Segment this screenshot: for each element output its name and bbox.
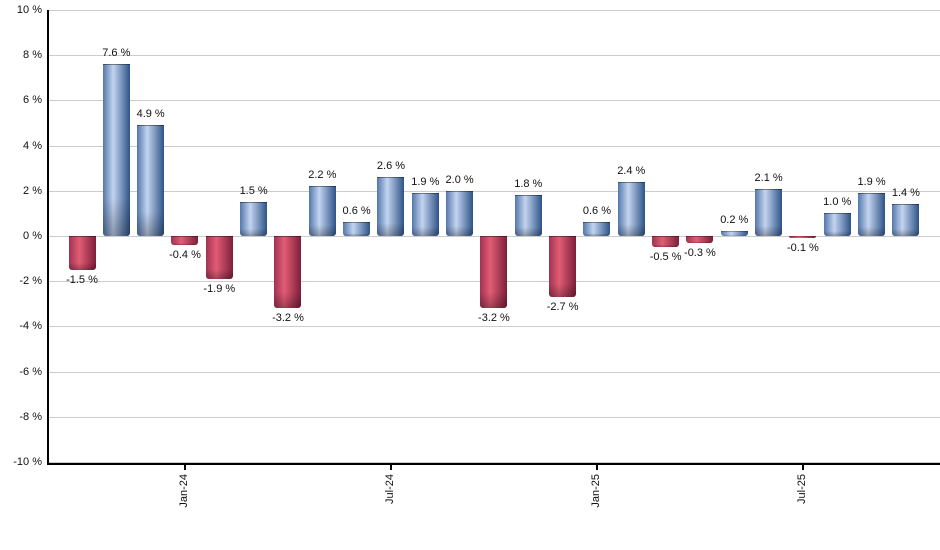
- gridline: [48, 417, 940, 418]
- x-axis-line: [47, 463, 940, 465]
- gridline: [48, 462, 940, 463]
- bar-value-label: 1.0 %: [823, 196, 852, 209]
- y-tick-label: 0 %: [23, 230, 42, 242]
- bar[interactable]: [274, 236, 302, 309]
- bar[interactable]: [789, 236, 817, 239]
- x-tick-mark: [595, 463, 598, 470]
- bar-value-label: -1.9 %: [203, 282, 236, 295]
- bar-value-label: 1.5 %: [239, 185, 268, 198]
- bar-value-label: -0.1 %: [787, 242, 819, 255]
- y-tick-label: 4 %: [23, 140, 42, 152]
- bar[interactable]: [755, 188, 783, 236]
- bar[interactable]: [823, 213, 851, 236]
- bar-value-label: 0.6 %: [582, 205, 611, 218]
- bar-value-label: 7.6 %: [102, 47, 131, 60]
- bar-value-label: -2.7 %: [546, 301, 579, 314]
- bar[interactable]: [652, 236, 680, 248]
- bar-value-label: 2.1 %: [754, 171, 783, 184]
- y-axis-line: [47, 10, 49, 465]
- bar[interactable]: [514, 195, 542, 236]
- y-tick-label: -10 %: [13, 456, 42, 468]
- bar-value-label: 1.4 %: [891, 187, 920, 200]
- bar[interactable]: [411, 193, 439, 236]
- bar-value-label: -3.2 %: [272, 312, 304, 325]
- x-tick-label: Jan-25: [589, 474, 602, 508]
- bar-value-label: 4.9 %: [136, 108, 165, 121]
- gridline: [48, 146, 940, 147]
- bar-value-label: 1.8 %: [514, 178, 543, 191]
- bar[interactable]: [583, 222, 611, 236]
- bar-value-label: 2.2 %: [308, 169, 337, 182]
- x-tick-mark: [801, 463, 804, 470]
- gridline: [48, 100, 940, 101]
- x-tick-label: Jul-25: [795, 474, 808, 504]
- bar-value-label: -1.5 %: [66, 273, 98, 286]
- bar-value-label: 1.9 %: [857, 176, 886, 189]
- bar-value-label: -0.5 %: [649, 251, 682, 264]
- y-tick-label: -8 %: [19, 411, 42, 423]
- bar[interactable]: [308, 186, 336, 236]
- y-tick-label: -6 %: [19, 366, 42, 378]
- bar[interactable]: [240, 202, 268, 236]
- y-tick-label: 6 %: [23, 94, 42, 106]
- bar-value-label: 0.6 %: [342, 205, 371, 218]
- bar[interactable]: [343, 222, 371, 236]
- bar-value-label: -0.4 %: [169, 249, 201, 262]
- bar[interactable]: [137, 125, 165, 236]
- bar-value-label: 2.6 %: [376, 160, 406, 173]
- gridline: [48, 10, 940, 11]
- x-tick-mark: [183, 463, 186, 470]
- x-tick-label: Jan-24: [177, 474, 190, 508]
- bar-value-label: -0.3 %: [684, 246, 716, 259]
- bar[interactable]: [480, 236, 508, 309]
- y-tick-label: 8 %: [23, 49, 42, 61]
- bar[interactable]: [720, 231, 748, 236]
- x-tick-mark: [389, 463, 392, 470]
- y-tick-label: -2 %: [19, 275, 42, 287]
- bar-value-label: 0.2 %: [720, 214, 749, 227]
- bar-value-label: 2.0 %: [445, 173, 474, 186]
- bar[interactable]: [892, 204, 920, 236]
- y-tick-label: 10 %: [16, 4, 42, 16]
- bar-value-label: 2.4 %: [617, 164, 646, 177]
- bar[interactable]: [68, 236, 96, 270]
- bar[interactable]: [617, 181, 645, 236]
- bar[interactable]: [205, 236, 233, 279]
- gridline: [48, 372, 940, 373]
- bar[interactable]: [858, 193, 886, 236]
- gridline: [48, 191, 940, 192]
- y-tick-label: 2 %: [23, 185, 42, 197]
- gridline: [48, 55, 940, 56]
- bar-value-label: 1.9 %: [411, 176, 440, 189]
- y-tick-label: -4 %: [19, 320, 42, 332]
- gridline: [48, 236, 940, 237]
- bar[interactable]: [686, 236, 714, 243]
- bar[interactable]: [102, 64, 130, 236]
- bar[interactable]: [377, 177, 405, 236]
- gridline: [48, 326, 940, 327]
- bar[interactable]: [549, 236, 577, 298]
- x-tick-label: Jul-24: [383, 474, 396, 504]
- bar[interactable]: [171, 236, 199, 246]
- bar-value-label: -3.2 %: [478, 312, 510, 325]
- bar[interactable]: [446, 190, 474, 236]
